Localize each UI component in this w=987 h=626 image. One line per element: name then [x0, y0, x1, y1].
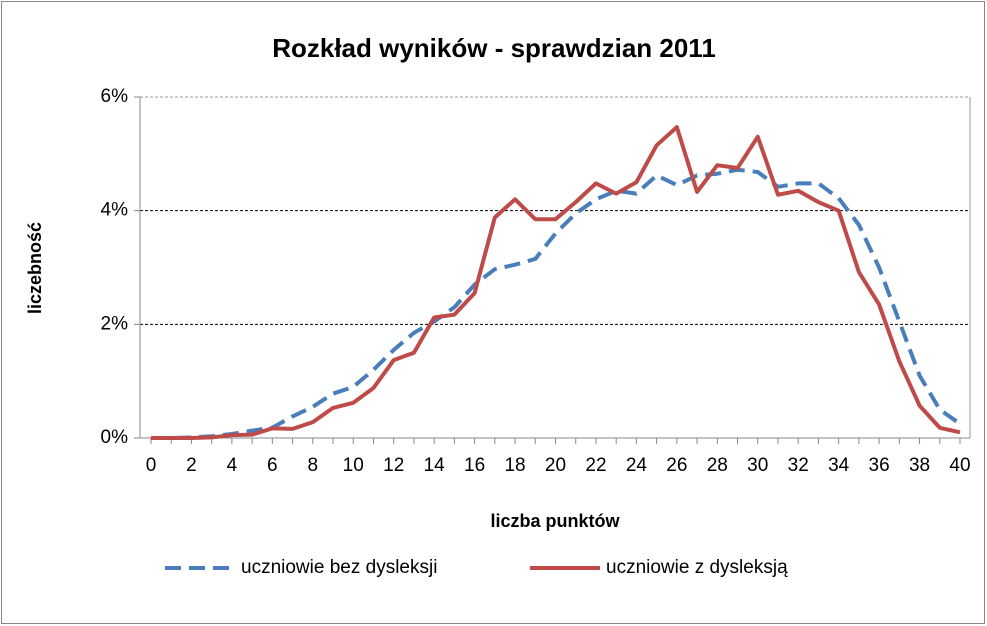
- y-tick-label: 4%: [101, 200, 129, 221]
- x-tick-label: 16: [464, 455, 485, 476]
- x-tick-label: 20: [545, 455, 566, 476]
- legend-label: uczniowie z dysleksją: [606, 557, 788, 578]
- x-tick-label: 4: [227, 455, 238, 476]
- x-tick-label: 0: [146, 455, 157, 476]
- x-tick-label: 22: [585, 455, 606, 476]
- series-line: [151, 125, 961, 440]
- x-tick-label: 34: [828, 455, 850, 476]
- x-tick-label: 30: [747, 455, 768, 476]
- x-tick-label: 10: [343, 455, 364, 476]
- x-tick-label: 6: [267, 455, 278, 476]
- x-tick-label: 18: [504, 455, 525, 476]
- x-tick-label: 2: [186, 455, 197, 476]
- y-tick-label: 2%: [101, 313, 129, 334]
- x-tick-label: 8: [308, 455, 319, 476]
- x-tick-label: 12: [383, 455, 404, 476]
- x-axis-label: liczba punktów: [490, 511, 620, 531]
- x-tick-label: 36: [869, 455, 890, 476]
- x-tick-label: 38: [909, 455, 930, 476]
- x-tick-label: 28: [707, 455, 728, 476]
- x-tick-label: 26: [666, 455, 687, 476]
- series-line: [151, 167, 962, 440]
- y-tick-label: 6%: [101, 86, 129, 107]
- chart-title: Rozkład wyników - sprawdzian 2011: [272, 33, 716, 63]
- legend-label: uczniowie bez dysleksji: [241, 557, 437, 578]
- x-tick-label: 32: [788, 455, 809, 476]
- x-tick-label: 24: [626, 455, 648, 476]
- y-axis-label: liczebność: [25, 222, 45, 314]
- y-tick-label: 0%: [101, 427, 129, 448]
- x-tick-label: 14: [424, 455, 446, 476]
- x-tick-label: 40: [949, 455, 970, 476]
